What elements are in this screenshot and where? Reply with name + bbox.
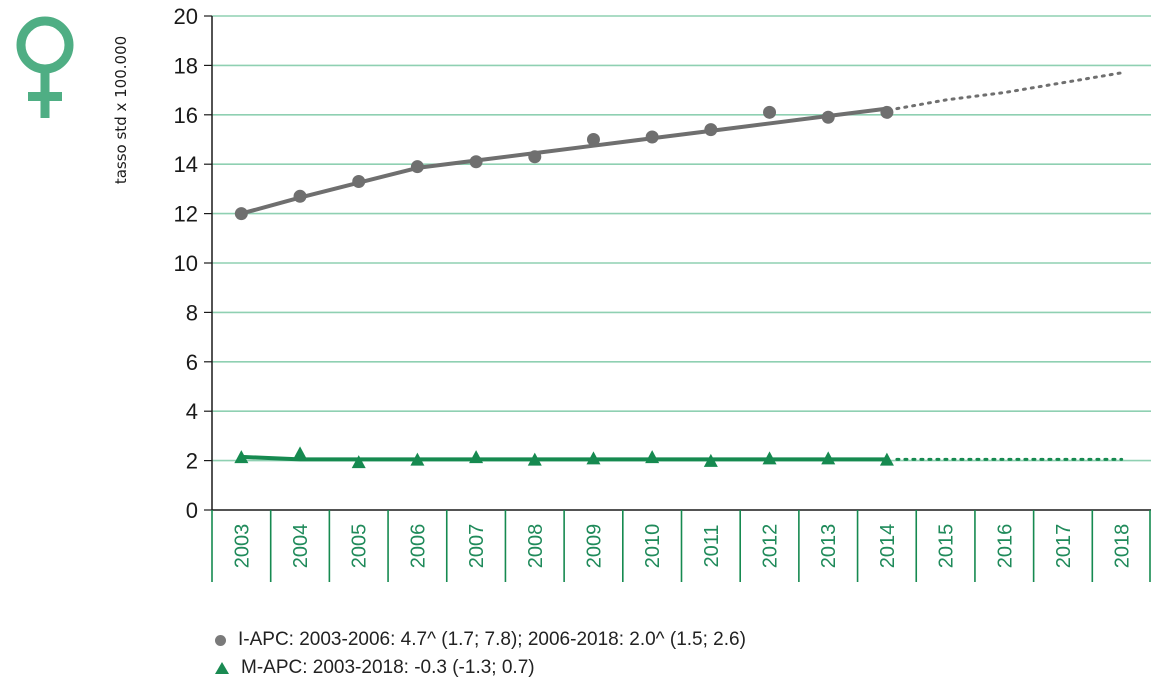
incidence-data-point	[528, 150, 542, 164]
x-tick-label: 2011	[701, 524, 723, 567]
incidence-data-point	[410, 160, 424, 174]
mortality-data-point	[879, 452, 894, 466]
y-tick-label: 20	[174, 4, 198, 29]
legend-label-mortality: M-APC: 2003-2018: -0.3 (-1.3; 0.7)	[241, 657, 535, 678]
legend-item-mortality: M-APC: 2003-2018: -0.3 (-1.3; 0.7)	[215, 657, 535, 679]
x-tick-label: 2009	[583, 524, 605, 569]
mortality-data-point	[469, 450, 484, 464]
mortality-data-point	[762, 451, 777, 465]
y-tick-label: 16	[174, 103, 198, 128]
x-tick-label: 2018	[1112, 524, 1134, 569]
x-tick-label: 2014	[877, 524, 899, 569]
y-tick-label: 12	[174, 202, 198, 227]
x-tick-label: 2004	[290, 524, 312, 569]
x-tick-label: 2003	[231, 524, 253, 569]
y-tick-label: 0	[186, 498, 198, 523]
incidence-data-point	[352, 174, 366, 188]
x-tick-label: 2017	[1053, 524, 1075, 569]
mortality-data-point	[527, 452, 542, 466]
series-markers	[234, 105, 894, 469]
x-tick-label: 2007	[466, 524, 488, 569]
y-tick-label: 4	[186, 399, 198, 424]
mortality-data-point	[293, 446, 308, 460]
x-tick-label: 2012	[760, 524, 782, 569]
mortality-data-point	[410, 452, 425, 466]
x-tick-label: 2016	[994, 524, 1016, 569]
legend-item-incidence: I-APC: 2003-2006: 4.7^ (1.7; 7.8); 2006-…	[215, 629, 746, 651]
grid	[212, 15, 1151, 462]
incidence-data-point	[469, 155, 483, 169]
incidence-data-point	[821, 110, 835, 124]
x-tick-label: 2010	[642, 524, 664, 569]
mortality-data-point	[703, 453, 718, 467]
y-tick-label: 2	[186, 449, 198, 474]
triangle-marker-icon	[215, 662, 229, 674]
x-tick-label: 2015	[936, 524, 958, 569]
x-ticks: 2003 2004 2005 2006 2007 2008 2009 2010 2011 2012…	[231, 524, 1133, 569]
incidence-fitted-line	[240, 106, 888, 216]
y-tick-label: 10	[174, 251, 198, 276]
y-tick-label: 14	[174, 152, 198, 177]
mortality-data-point	[234, 450, 249, 464]
y-tick-label: 6	[186, 350, 198, 375]
axes	[204, 15, 1151, 582]
x-tick-label: 2005	[349, 524, 371, 569]
x-tick-label: 2008	[525, 524, 547, 569]
mortality-data-point	[821, 451, 836, 465]
mortality-data-point	[351, 455, 366, 469]
incidence-data-point	[234, 207, 248, 221]
mortality-data-point	[645, 450, 660, 464]
x-tick-label: 2006	[407, 524, 429, 569]
incidence-data-point	[880, 105, 894, 119]
incidence-data-point	[704, 123, 718, 137]
y-ticks: 0 2 4 6 8 10 12 14 16 18 20	[174, 4, 198, 523]
circle-marker-icon	[215, 634, 226, 646]
y-tick-label: 8	[186, 300, 198, 325]
incidence-data-point	[293, 189, 307, 203]
y-axis-label: tasso std x 100.000	[112, 36, 130, 184]
incidence-projection-line	[895, 71, 1124, 111]
y-tick-label: 18	[174, 53, 198, 78]
mortality-data-point	[586, 451, 601, 465]
female-symbol-icon	[14, 14, 76, 122]
legend-label-incidence: I-APC: 2003-2006: 4.7^ (1.7; 7.8); 2006-…	[238, 629, 746, 650]
incidence-data-point	[645, 130, 659, 144]
x-tick-label: 2013	[818, 524, 840, 569]
mortality-fitted-line	[241, 454, 887, 462]
incidence-data-point	[586, 133, 600, 146]
incidence-data-point	[763, 105, 777, 119]
series-lines	[240, 71, 1124, 462]
